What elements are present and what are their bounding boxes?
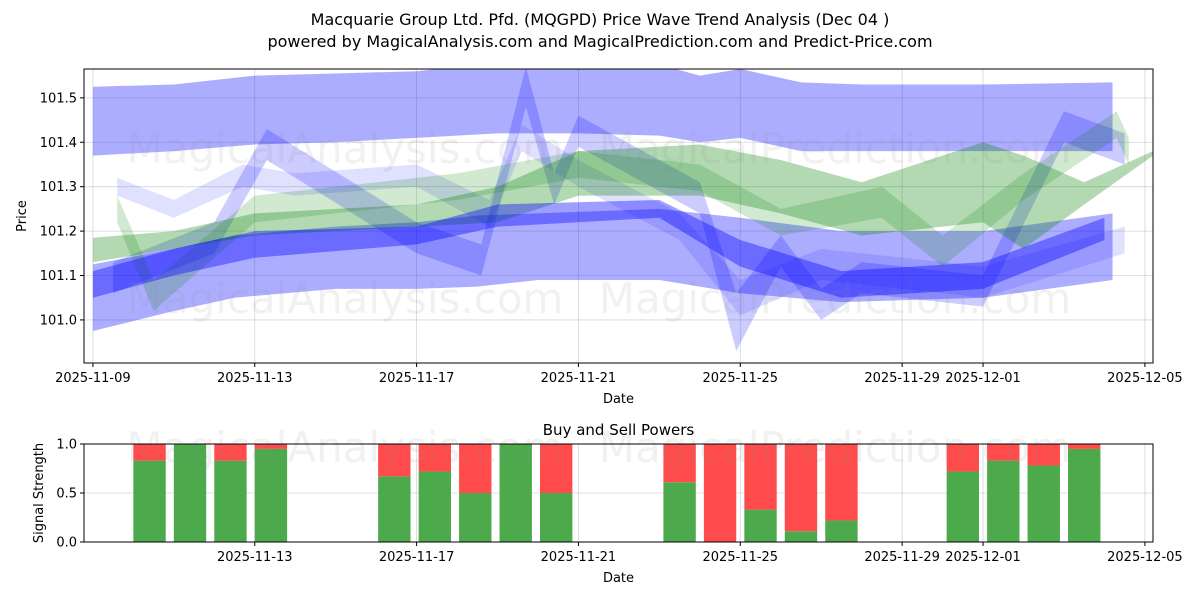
x-axis-label: Date — [603, 571, 634, 586]
price-plot-area — [84, 69, 1153, 363]
buy-bar — [418, 471, 451, 542]
sell-bar — [946, 444, 980, 472]
buy-bar — [499, 444, 532, 542]
power-plot-area — [84, 444, 1153, 542]
y-tick-label: 1.0 — [56, 438, 77, 453]
sell-bar — [744, 444, 777, 510]
x-tick-label: 2025-11-21 — [541, 371, 617, 386]
y-tick-label: 101.3 — [40, 180, 77, 195]
buy-bar — [784, 531, 818, 542]
plot-frame — [83, 68, 1154, 364]
wave-band-1 — [92, 208, 1113, 332]
buy-bar — [987, 460, 1020, 542]
watermark: MagicalAnalysis.com — [127, 423, 564, 472]
x-tick-label: 2025-12-01 — [945, 550, 1021, 565]
x-tick-label: 2025-12-05 — [1107, 371, 1183, 386]
buy-bar — [946, 471, 980, 542]
sell-bar — [1027, 444, 1060, 466]
buy-bar — [540, 493, 573, 542]
sell-bar — [784, 444, 818, 532]
y-axis-label: Signal Strength — [32, 443, 47, 543]
sell-bar — [133, 444, 166, 461]
y-tick-label: 101.4 — [40, 136, 77, 151]
y-tick-label: 0.0 — [56, 536, 77, 551]
x-tick-label: 2025-11-29 — [864, 550, 940, 565]
subplot-title: Buy and Sell Powers — [543, 421, 695, 439]
wave-band-6 — [92, 200, 1105, 298]
buy-bar — [744, 509, 777, 542]
y-tick-label: 0.5 — [56, 487, 77, 502]
watermark: MagicalAnalysis.com — [127, 274, 564, 323]
buy-bar — [825, 520, 858, 542]
x-tick-label: 2025-12-05 — [1107, 550, 1183, 565]
watermark: MagicalPrediction.com — [599, 274, 1072, 323]
buy-bar — [1027, 465, 1060, 542]
y-tick-label: 101.2 — [40, 225, 77, 240]
y-axis-label: Price — [15, 200, 30, 232]
x-tick-label: 2025-11-13 — [217, 550, 293, 565]
buy-bar — [254, 448, 288, 542]
x-tick-label: 2025-11-25 — [703, 550, 779, 565]
watermark: MagicalAnalysis.com — [127, 124, 564, 173]
sell-bar — [540, 444, 573, 493]
sell-bar — [254, 444, 288, 449]
x-tick-label: 2025-11-25 — [703, 371, 779, 386]
buy-bar — [1068, 448, 1101, 542]
buy-bar — [378, 476, 411, 542]
watermark: MagicalPrediction.com — [599, 423, 1072, 472]
x-tick-label: 2025-11-29 — [864, 371, 940, 386]
x-tick-label: 2025-11-17 — [379, 550, 455, 565]
buy-bar — [173, 444, 207, 542]
wave-band-5 — [117, 111, 1129, 312]
x-tick-label: 2025-11-13 — [217, 371, 293, 386]
sell-bar — [214, 444, 247, 461]
wave-band-0 — [92, 69, 1113, 156]
x-tick-label: 2025-12-01 — [945, 371, 1021, 386]
x-tick-label: 2025-11-17 — [379, 371, 455, 386]
sell-bar — [418, 444, 451, 472]
chart-subtitle: powered by MagicalAnalysis.com and Magic… — [267, 32, 933, 51]
watermark: MagicalPrediction.com — [599, 124, 1072, 173]
wave-band-4 — [92, 142, 1153, 263]
chart-title: Macquarie Group Ltd. Pfd. (MQGPD) Price … — [310, 10, 890, 29]
sell-bar — [825, 444, 858, 521]
wave-band-3 — [113, 69, 1125, 352]
sell-bar — [459, 444, 492, 493]
sell-bar — [663, 444, 696, 483]
sell-bar — [1068, 444, 1101, 449]
sell-bar — [703, 444, 737, 542]
buy-bar — [133, 460, 166, 542]
y-tick-label: 101.5 — [40, 91, 77, 106]
wave-band-2 — [117, 124, 1125, 316]
sell-bar — [987, 444, 1020, 461]
x-axis-label: Date — [603, 392, 634, 407]
x-tick-label: 2025-11-09 — [55, 371, 131, 386]
x-tick-label: 2025-11-21 — [541, 550, 617, 565]
buy-bar — [459, 493, 492, 542]
sell-bar — [378, 444, 411, 477]
y-tick-label: 101.1 — [40, 269, 77, 284]
buy-bar — [663, 482, 696, 542]
buy-bar — [214, 460, 247, 542]
y-tick-label: 101.0 — [40, 313, 77, 328]
